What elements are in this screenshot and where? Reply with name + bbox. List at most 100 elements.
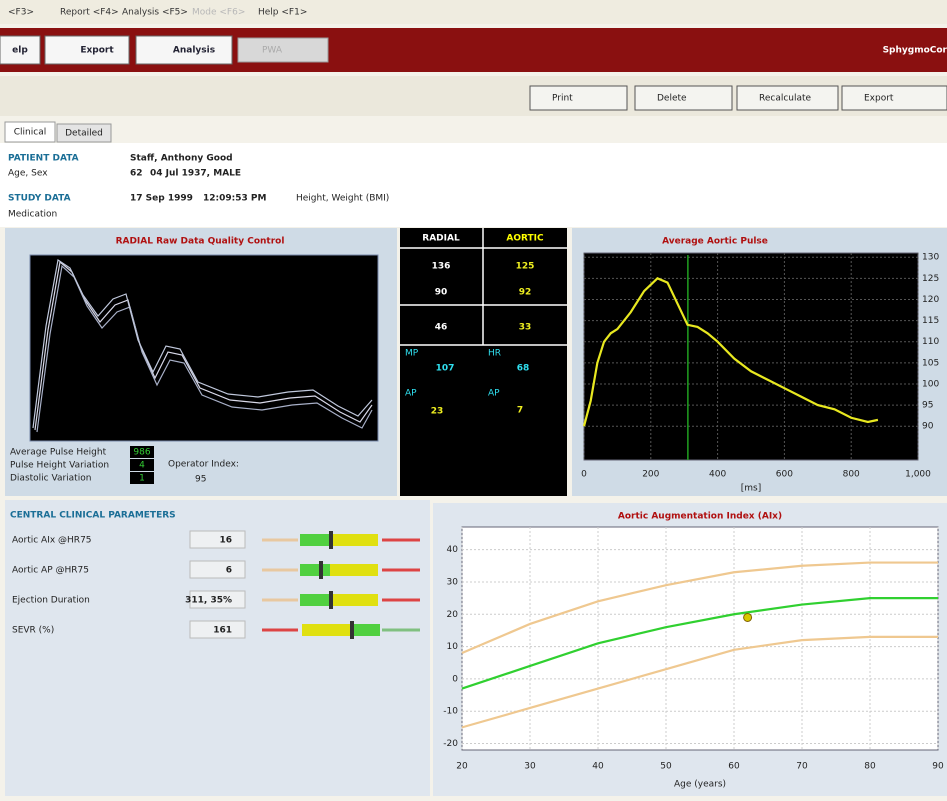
raw-plot — [29, 254, 379, 442]
menu-item[interactable]: Report <F4> — [60, 8, 119, 18]
field-label: Age, Sex — [8, 169, 48, 179]
x-tick-label: 600 — [776, 470, 793, 480]
range-green — [300, 534, 330, 546]
tab[interactable] — [4, 121, 56, 143]
action-button[interactable] — [841, 85, 947, 111]
toolbar-button-label[interactable]: Export — [80, 46, 114, 56]
field-label: Height, Weight (BMI) — [296, 194, 389, 204]
menu-item[interactable]: Help <F1> — [258, 8, 307, 18]
action-label[interactable]: Print — [552, 94, 573, 104]
panel-title: CENTRAL CLINICAL PARAMETERS — [10, 511, 176, 521]
toolbar-button[interactable] — [135, 35, 233, 65]
action-label[interactable]: Export — [864, 94, 894, 104]
y-tick-label: 40 — [447, 545, 459, 555]
quality-value: 4 — [139, 461, 145, 471]
range-yellow — [330, 594, 378, 606]
range-yellow — [330, 564, 378, 576]
range-yellow — [330, 534, 378, 546]
quality-box — [130, 459, 154, 471]
toolbar-button[interactable] — [0, 35, 41, 65]
range-green — [350, 624, 380, 636]
y-tick-label: 130 — [922, 253, 939, 263]
y-tick-label: 95 — [922, 401, 933, 411]
parameter-label: SEVR (%) — [12, 626, 54, 636]
mode-dropdown[interactable] — [237, 37, 329, 63]
x-tick-label: 200 — [642, 470, 659, 480]
plot-area — [583, 252, 919, 461]
pressure-value: 107 — [436, 364, 455, 374]
range-green — [300, 594, 330, 606]
parameter-label: Ejection Duration — [12, 596, 90, 606]
series-line — [461, 597, 938, 690]
action-button[interactable] — [736, 85, 839, 111]
mode-value[interactable]: PWA — [262, 46, 283, 56]
value-box — [189, 590, 246, 609]
series-line — [461, 561, 938, 655]
x-tick-label: 70 — [796, 762, 808, 772]
menu-bar — [0, 0, 947, 24]
chart-title: Average Aortic Pulse — [662, 237, 768, 247]
range-green — [300, 564, 330, 576]
x-axis-label: [ms] — [741, 484, 761, 494]
brand: SphygmoCor — [883, 46, 947, 56]
toolbar-button-label[interactable]: elp — [12, 46, 28, 56]
menu-item[interactable]: Mode <F6> — [192, 8, 245, 18]
x-tick-label: 50 — [660, 762, 672, 772]
y-tick-label: 100 — [922, 379, 939, 389]
pressure-value: 125 — [516, 262, 535, 272]
parameter-value: 161 — [213, 626, 232, 636]
pressure-label: AP — [488, 389, 500, 399]
pressure-value: 136 — [432, 262, 451, 272]
waveform — [32, 258, 373, 429]
pressure-value: 7 — [517, 406, 523, 416]
pressure-value: 33 — [519, 323, 532, 333]
pressure-value: 68 — [517, 364, 530, 374]
x-tick-label: 80 — [864, 762, 876, 772]
series-line — [461, 635, 938, 729]
x-tick-label: 90 — [932, 762, 944, 772]
action-button[interactable] — [634, 85, 733, 111]
tab-label[interactable]: Clinical — [14, 128, 46, 138]
parameter-label: Aortic AIx @HR75 — [12, 536, 92, 546]
action-label[interactable]: Recalculate — [759, 94, 812, 104]
y-tick-label: 110 — [922, 337, 939, 347]
series-line — [582, 277, 879, 427]
quality-label: Pulse Height Variation — [10, 461, 109, 471]
x-tick-label: 30 — [524, 762, 536, 772]
panel-title: RADIAL Raw Data Quality Control — [116, 237, 285, 247]
patient-age: 62 — [130, 169, 143, 179]
parameter-value: 16 — [219, 536, 232, 546]
patient-dob-sex: 04 Jul 1937, MALE — [150, 169, 241, 179]
pressure-label: HR — [488, 349, 501, 359]
y-tick-label: -20 — [443, 739, 458, 749]
x-tick-label: 400 — [709, 470, 726, 480]
field-label: Medication — [8, 210, 57, 220]
action-label[interactable]: Delete — [657, 94, 687, 104]
plot-area — [461, 526, 939, 751]
action-button[interactable] — [529, 85, 628, 111]
y-tick-label: 120 — [922, 295, 939, 305]
parameter-value: 6 — [226, 566, 232, 576]
x-tick-label: 800 — [843, 470, 860, 480]
x-tick-label: 40 — [592, 762, 604, 772]
x-tick-label: 20 — [456, 762, 468, 772]
tab[interactable] — [56, 123, 112, 143]
menu-item[interactable]: Analysis <F5> — [122, 8, 188, 18]
menu-item[interactable]: <F3> — [8, 8, 34, 18]
y-tick-label: 20 — [447, 610, 459, 620]
toolbar-button[interactable] — [44, 35, 130, 65]
value-box — [189, 560, 246, 579]
x-tick-label: 0 — [581, 470, 587, 480]
patient-name: Staff, Anthony Good — [130, 154, 233, 164]
column-header: RADIAL — [422, 234, 460, 244]
study-time: 12:09:53 PM — [203, 194, 267, 204]
quality-box — [130, 472, 154, 484]
y-tick-label: 125 — [922, 274, 939, 284]
toolbar-button-label[interactable]: Analysis — [173, 46, 215, 56]
slider-thumb — [319, 561, 323, 579]
parameter-value: 311, 35% — [185, 596, 232, 606]
tab-label[interactable]: Detailed — [65, 129, 103, 139]
y-tick-label: -10 — [443, 707, 458, 717]
